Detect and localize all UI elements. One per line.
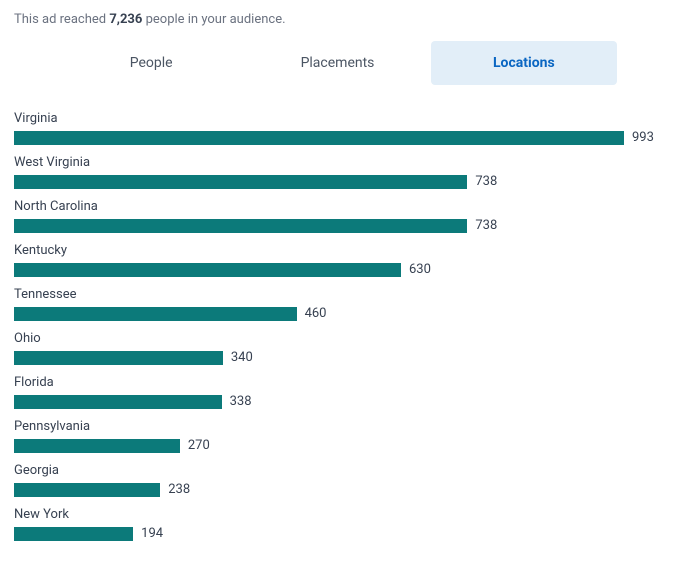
bar-row: Virginia 993 [14, 111, 661, 145]
bar-fill [14, 263, 401, 277]
bar-track: 338 [14, 394, 661, 409]
bar-label: Georgia [14, 463, 661, 478]
bar-value: 270 [188, 438, 210, 453]
bar-value: 630 [409, 262, 431, 277]
bar-value: 460 [305, 306, 327, 321]
bar-row: North Carolina 738 [14, 199, 661, 233]
bar-value: 738 [475, 218, 497, 233]
bar-row: West Virginia 738 [14, 155, 661, 189]
tab-people[interactable]: People [58, 41, 244, 85]
bar-value: 338 [230, 394, 252, 409]
bar-fill [14, 219, 467, 233]
bar-row: Ohio 340 [14, 331, 661, 365]
bar-row: Kentucky 630 [14, 243, 661, 277]
reach-count: 7,236 [109, 12, 142, 27]
bar-label: Florida [14, 375, 661, 390]
bar-fill [14, 351, 223, 365]
tab-placements[interactable]: Placements [244, 41, 430, 85]
bar-row: New York 194 [14, 507, 661, 541]
bar-value: 238 [168, 482, 190, 497]
bar-value: 993 [632, 130, 654, 145]
reach-summary: This ad reached 7,236 people in your aud… [14, 12, 661, 27]
reach-prefix: This ad reached [14, 12, 109, 27]
bar-fill [14, 483, 160, 497]
bar-value: 194 [141, 526, 163, 541]
bar-fill [14, 395, 222, 409]
bar-label: West Virginia [14, 155, 661, 170]
reach-suffix: people in your audience. [142, 12, 285, 27]
locations-chart: Virginia993West Virginia738North Carolin… [14, 111, 661, 541]
bar-value: 738 [475, 174, 497, 189]
bar-row: Pennsylvania 270 [14, 419, 661, 453]
tab-locations[interactable]: Locations [431, 41, 617, 85]
bar-fill [14, 527, 133, 541]
bar-fill [14, 439, 180, 453]
bar-track: 340 [14, 350, 661, 365]
bar-track: 630 [14, 262, 661, 277]
bar-track: 993 [14, 130, 661, 145]
bar-label: New York [14, 507, 661, 522]
bar-track: 460 [14, 306, 661, 321]
bar-label: Pennsylvania [14, 419, 661, 434]
bar-track: 194 [14, 526, 661, 541]
bar-fill [14, 175, 467, 189]
bar-label: Virginia [14, 111, 661, 126]
tabs-container: People Placements Locations [14, 41, 661, 85]
bar-label: Ohio [14, 331, 661, 346]
bar-track: 270 [14, 438, 661, 453]
bar-row: Georgia 238 [14, 463, 661, 497]
bar-fill [14, 131, 624, 145]
bar-fill [14, 307, 297, 321]
bar-track: 738 [14, 218, 661, 233]
bar-label: North Carolina [14, 199, 661, 214]
bar-label: Tennessee [14, 287, 661, 302]
bar-track: 238 [14, 482, 661, 497]
bar-row: Tennessee 460 [14, 287, 661, 321]
bar-label: Kentucky [14, 243, 661, 258]
bar-value: 340 [231, 350, 253, 365]
bar-track: 738 [14, 174, 661, 189]
bar-row: Florida 338 [14, 375, 661, 409]
